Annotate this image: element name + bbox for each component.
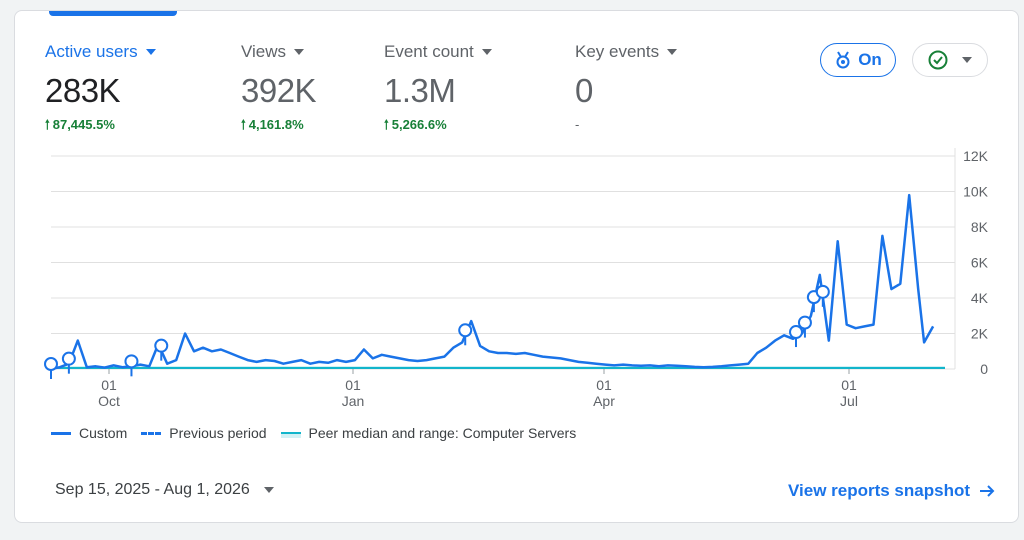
metric-label: Active users — [45, 42, 138, 61]
dropdown-arrow-icon[interactable] — [667, 49, 678, 55]
annotation-marker[interactable] — [61, 351, 76, 366]
annotation-marker[interactable] — [154, 338, 169, 353]
date-range-selector[interactable]: Sep 15, 2025 - Aug 1, 2026 — [55, 481, 274, 499]
x-tick-month: Oct — [98, 393, 120, 409]
custom-series-line — [50, 193, 935, 371]
view-reports-snapshot-link[interactable]: View reports snapshot — [788, 481, 996, 501]
legend-item-previous-period[interactable]: Previous period — [141, 425, 267, 441]
toggle-label: On — [858, 50, 882, 69]
metric-header: Active users — [45, 41, 156, 63]
metric-header: Key events — [575, 41, 678, 63]
annotation-marker[interactable] — [124, 354, 139, 369]
metric-change-value: 87,445.5% — [52, 116, 115, 132]
x-tick-month: Jan — [342, 393, 365, 409]
y-tick-label: 2K — [971, 326, 989, 342]
metric-header: Event count — [384, 41, 492, 63]
dropdown-arrow-icon — [263, 487, 274, 493]
annotation-marker[interactable] — [458, 323, 473, 338]
arrow-up-icon: 🠑 — [384, 116, 389, 132]
annotation-marker[interactable] — [815, 284, 830, 299]
metric-change: 🠑 5,266.6% — [384, 116, 492, 132]
check-circle-icon — [928, 50, 948, 70]
y-tick-label: 4K — [971, 290, 989, 306]
view-link-label: View reports snapshot — [787, 481, 970, 500]
metric-value: 0 — [575, 72, 593, 109]
metric-change-value: 5,266.6% — [391, 116, 447, 132]
x-tick-day: 01 — [596, 377, 612, 393]
arrow-up-icon: 🠑 — [241, 116, 246, 132]
legend-swatch — [51, 431, 71, 435]
x-tick-month: Jul — [840, 393, 858, 409]
metric-views[interactable]: Views 392K 🠑 4,161.8% — [241, 41, 317, 132]
annotation-marker[interactable] — [789, 325, 803, 340]
legend-label: Peer median and range: Computer Servers — [308, 425, 577, 441]
y-tick-label: 0 — [980, 361, 988, 377]
x-tick-day: 01 — [841, 377, 857, 393]
date-range-label: Sep 15, 2025 - Aug 1, 2026 — [55, 481, 250, 498]
legend-label: Previous period — [169, 425, 267, 441]
legend-swatch — [141, 431, 162, 435]
metric-value: 1.3M — [384, 72, 456, 109]
overview-card: Active users 283K 🠑 87,445.5% Views 392K… — [14, 10, 1019, 523]
annotation-marker[interactable] — [44, 357, 58, 371]
chart-grid — [51, 148, 956, 370]
x-tick-day: 01 — [345, 377, 361, 393]
x-tick-day: 01 — [101, 377, 117, 393]
x-tick-month: Apr — [593, 393, 615, 409]
arrow-up-icon: 🠑 — [45, 116, 50, 132]
y-axis: 12K 10K 8K 6K 4K 2K 0 — [963, 148, 989, 377]
metric-change: 🠑 87,445.5% — [45, 116, 156, 132]
legend-item-custom[interactable]: Custom — [51, 425, 127, 441]
y-tick-label: 10K — [963, 184, 989, 200]
legend-item-peer[interactable]: Peer median and range: Computer Servers — [280, 425, 577, 441]
metric-value: 392K — [241, 72, 317, 109]
metric-change-value: 4,161.8% — [248, 116, 304, 132]
y-tick-label: 8K — [971, 219, 989, 235]
metric-event-count[interactable]: Event count 1.3M 🠑 5,266.6% — [384, 41, 492, 132]
metric-label: Event count — [384, 42, 474, 61]
metric-header: Views — [241, 41, 316, 63]
metric-value: 283K — [45, 72, 121, 109]
dropdown-arrow-icon[interactable] — [294, 49, 305, 55]
badge-icon — [836, 51, 850, 69]
metric-change: - — [575, 116, 677, 132]
annotation-markers — [44, 284, 830, 379]
metric-label: Key events — [575, 42, 660, 61]
chart-legend: Custom Previous period Peer median and r… — [51, 425, 590, 441]
legend-label: Custom — [79, 425, 128, 441]
y-tick-label: 6K — [971, 255, 989, 271]
status-dropdown-button[interactable] — [912, 43, 988, 77]
dropdown-arrow-icon[interactable] — [145, 49, 156, 55]
insights-toggle-button[interactable]: On — [820, 43, 896, 77]
metric-key-events[interactable]: Key events 0 - — [575, 41, 678, 132]
selected-metric-indicator — [49, 11, 177, 16]
dropdown-arrow-icon — [962, 57, 972, 63]
metric-label: Views — [241, 42, 287, 61]
y-tick-label: 12K — [963, 148, 989, 164]
annotation-marker[interactable] — [797, 315, 812, 330]
arrow-right-icon — [980, 485, 995, 497]
metric-change-value: - — [575, 116, 580, 132]
dropdown-arrow-icon[interactable] — [481, 49, 492, 55]
legend-swatch — [280, 432, 301, 438]
metric-active-users[interactable]: Active users 283K 🠑 87,445.5% — [45, 41, 156, 132]
metric-change: 🠑 4,161.8% — [241, 116, 316, 132]
